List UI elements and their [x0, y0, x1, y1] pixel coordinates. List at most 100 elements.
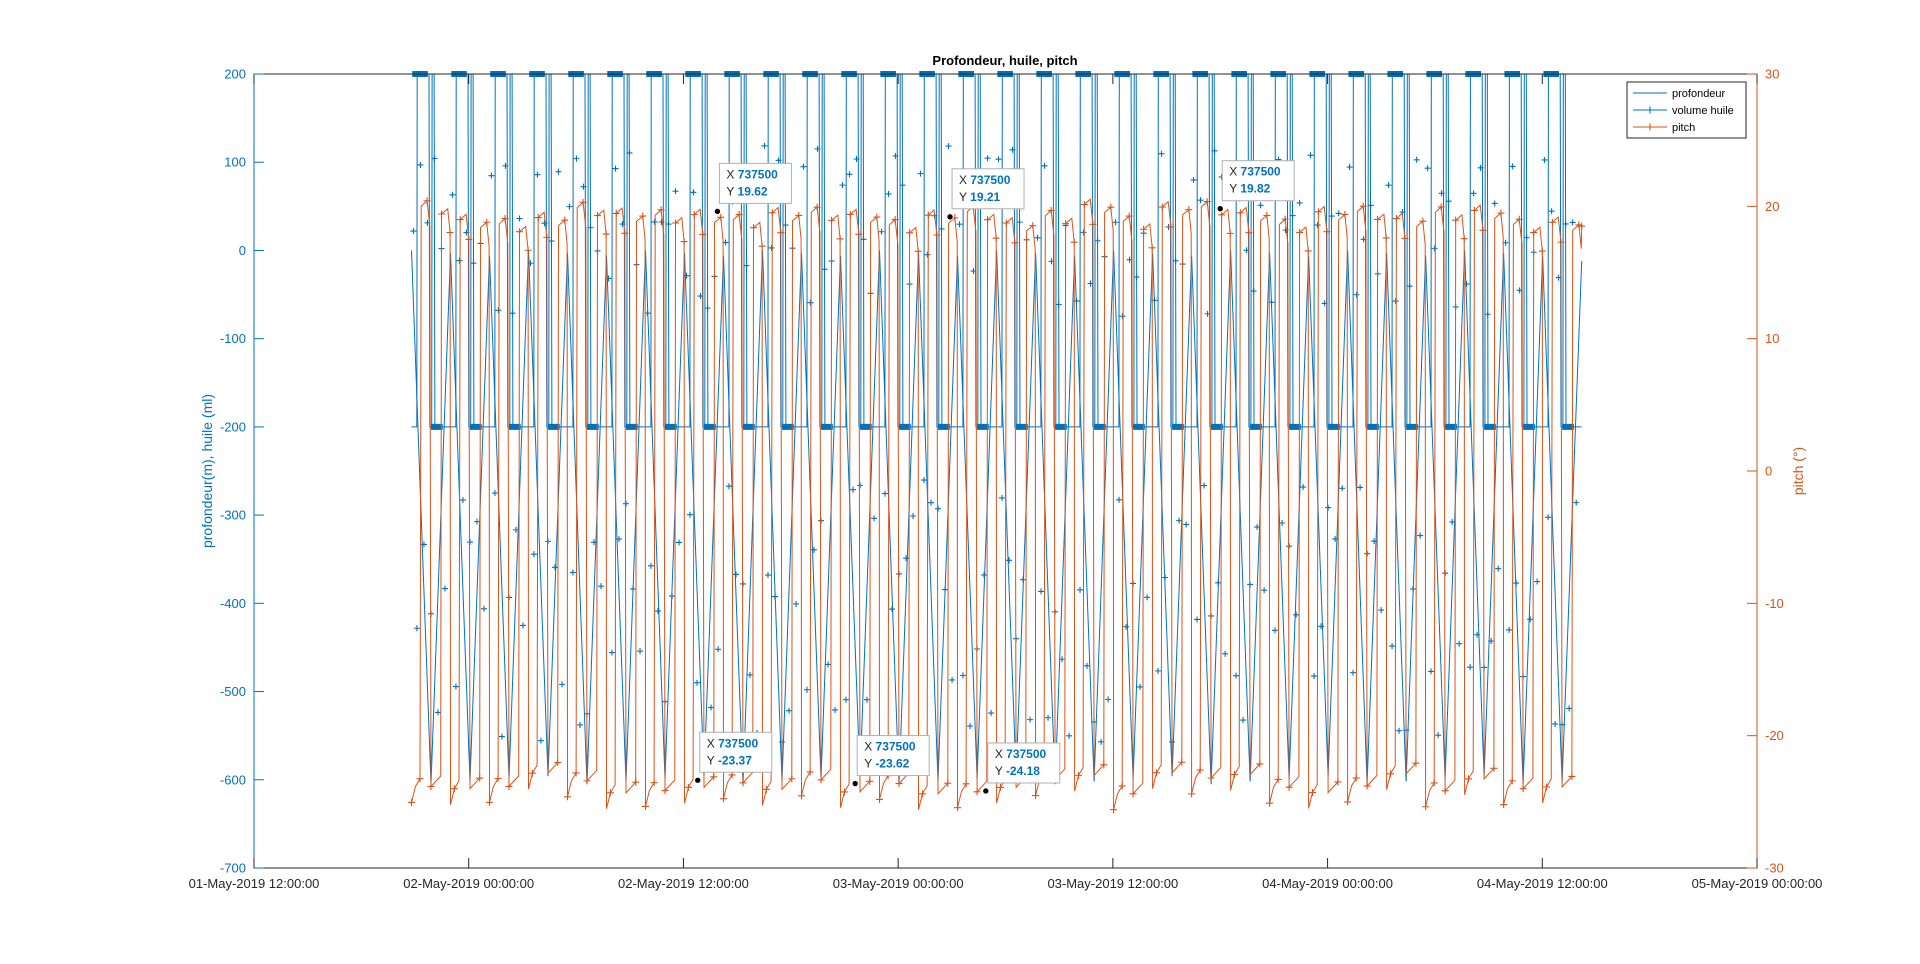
volume-huile-marker [1307, 152, 1314, 159]
pitch-marker [1578, 222, 1586, 230]
volume-huile-marker [1569, 219, 1576, 226]
series-pitch [407, 197, 1586, 814]
oil-low-band [1016, 423, 1028, 430]
pitch-marker [690, 211, 698, 219]
legend-item[interactable]: profondeur [1633, 88, 1726, 100]
volume-huile-marker [853, 156, 860, 163]
pitch-marker [1452, 216, 1460, 224]
datatip-y-row: Y -23.37 [707, 753, 752, 767]
volume-huile-marker [1477, 164, 1484, 171]
pitch-marker [1047, 206, 1055, 214]
volume-huile-marker [942, 586, 949, 593]
pitch-marker [1401, 234, 1409, 242]
pitch-marker [476, 774, 484, 782]
volume-huile-marker [473, 518, 480, 525]
y-right-tick-label: -10 [1765, 596, 1784, 611]
pitch-marker [1341, 210, 1349, 218]
volume-huile-marker [488, 172, 495, 179]
pitch-marker [739, 779, 747, 787]
volume-huile-marker [1215, 579, 1222, 586]
volume-huile-marker [984, 155, 991, 162]
volume-huile-marker [481, 605, 488, 612]
volume-huile-marker [1282, 227, 1289, 234]
datatip[interactable]: X 737500 Y -24.18 [982, 742, 1061, 795]
pitch-marker [632, 778, 640, 786]
legend-item[interactable]: pitch [1633, 122, 1695, 134]
pitch-marker [1140, 225, 1148, 233]
volume-huile-marker [1438, 190, 1445, 197]
volume-huile-marker [1378, 607, 1385, 614]
volume-huile-marker [1034, 234, 1041, 241]
volume-huile-marker [1311, 673, 1318, 680]
x-tick-label: 02-May-2019 00:00:00 [403, 876, 534, 891]
pitch-marker [456, 216, 464, 224]
oil-low-band [625, 423, 638, 430]
volume-huile-marker [981, 571, 988, 578]
pitch-marker [1515, 215, 1523, 223]
pitch-marker [906, 229, 914, 237]
volume-huile-marker [1094, 237, 1101, 244]
volume-huile-marker [1112, 219, 1119, 226]
volume-huile-marker [889, 606, 896, 613]
volume-huile-marker [1410, 585, 1417, 592]
pitch-marker [583, 777, 591, 785]
volume-huile-marker [775, 157, 782, 164]
legend-label: volume huile [1672, 105, 1734, 117]
volume-huile-marker [850, 486, 857, 493]
volume-huile-marker [768, 244, 775, 251]
volume-huile-marker [1424, 165, 1431, 172]
volume-huile-marker [1566, 705, 1573, 712]
y-left-tick-label: 100 [224, 155, 246, 170]
pitch-marker [1266, 799, 1274, 807]
pitch-marker [1479, 226, 1487, 234]
volume-huile-marker [715, 646, 722, 653]
volume-huile-marker [1066, 732, 1073, 739]
volume-huile-marker [704, 305, 711, 312]
oil-low-band [1133, 423, 1145, 430]
pitch-marker [1158, 203, 1166, 211]
pitch-marker [528, 769, 536, 777]
axes-layer: 01-May-2019 12:00:00 02-May-2019 00:00:00… [189, 67, 1823, 892]
volume-huile-marker [498, 733, 505, 740]
legend-item[interactable]: volume huile [1633, 105, 1734, 117]
volume-huile-marker [495, 307, 502, 314]
pitch-marker [1430, 779, 1438, 787]
datatip-marker [1216, 205, 1224, 213]
volume-huile-marker [693, 679, 700, 686]
datatip[interactable]: X 737500 Y 19.82 [1216, 160, 1295, 213]
y-left-tick-label: -100 [220, 331, 246, 346]
y-left-tick-label: -700 [220, 861, 246, 876]
volume-huile-marker [1474, 631, 1481, 638]
volume-huile-marker [1009, 146, 1016, 153]
pitch-line [411, 198, 1583, 810]
legend[interactable]: profondeur volume huile pitch [1626, 81, 1747, 139]
volume-huile-marker [1562, 220, 1569, 227]
pitch-marker [973, 788, 981, 796]
pitch-marker [914, 247, 922, 255]
oil-low-band [1445, 423, 1457, 430]
pitch-marker [836, 235, 844, 243]
volume-huile-marker [541, 220, 548, 227]
oil-low-band [1367, 423, 1379, 430]
volume-huile-marker [1300, 484, 1307, 491]
pitch-marker [699, 230, 707, 238]
y-right-tick-label: 30 [1765, 67, 1779, 82]
y-left-tick-label: -400 [220, 596, 246, 611]
pitch-marker [641, 802, 649, 810]
oil-low-band [547, 423, 560, 430]
pitch-marker [717, 213, 725, 221]
volume-huile-marker [555, 168, 562, 175]
datatip-x-row: X 737500 [1229, 165, 1281, 179]
volume-huile-marker [960, 672, 967, 679]
datatip-y-row: Y 19.82 [1229, 182, 1270, 196]
datatip[interactable]: X 737500 Y -23.37 [694, 731, 773, 784]
datatip[interactable]: X 737500 Y -23.62 [851, 735, 930, 788]
pitch-marker [1309, 789, 1317, 797]
datatip[interactable]: X 737500 Y 19.21 [946, 168, 1025, 221]
volume-huile-marker [1573, 499, 1580, 506]
datatip[interactable]: X 737500 Y 19.62 [713, 162, 792, 216]
volume-huile-marker [1211, 147, 1218, 154]
volume-huile-marker [967, 723, 974, 730]
pitch-marker [437, 210, 445, 218]
